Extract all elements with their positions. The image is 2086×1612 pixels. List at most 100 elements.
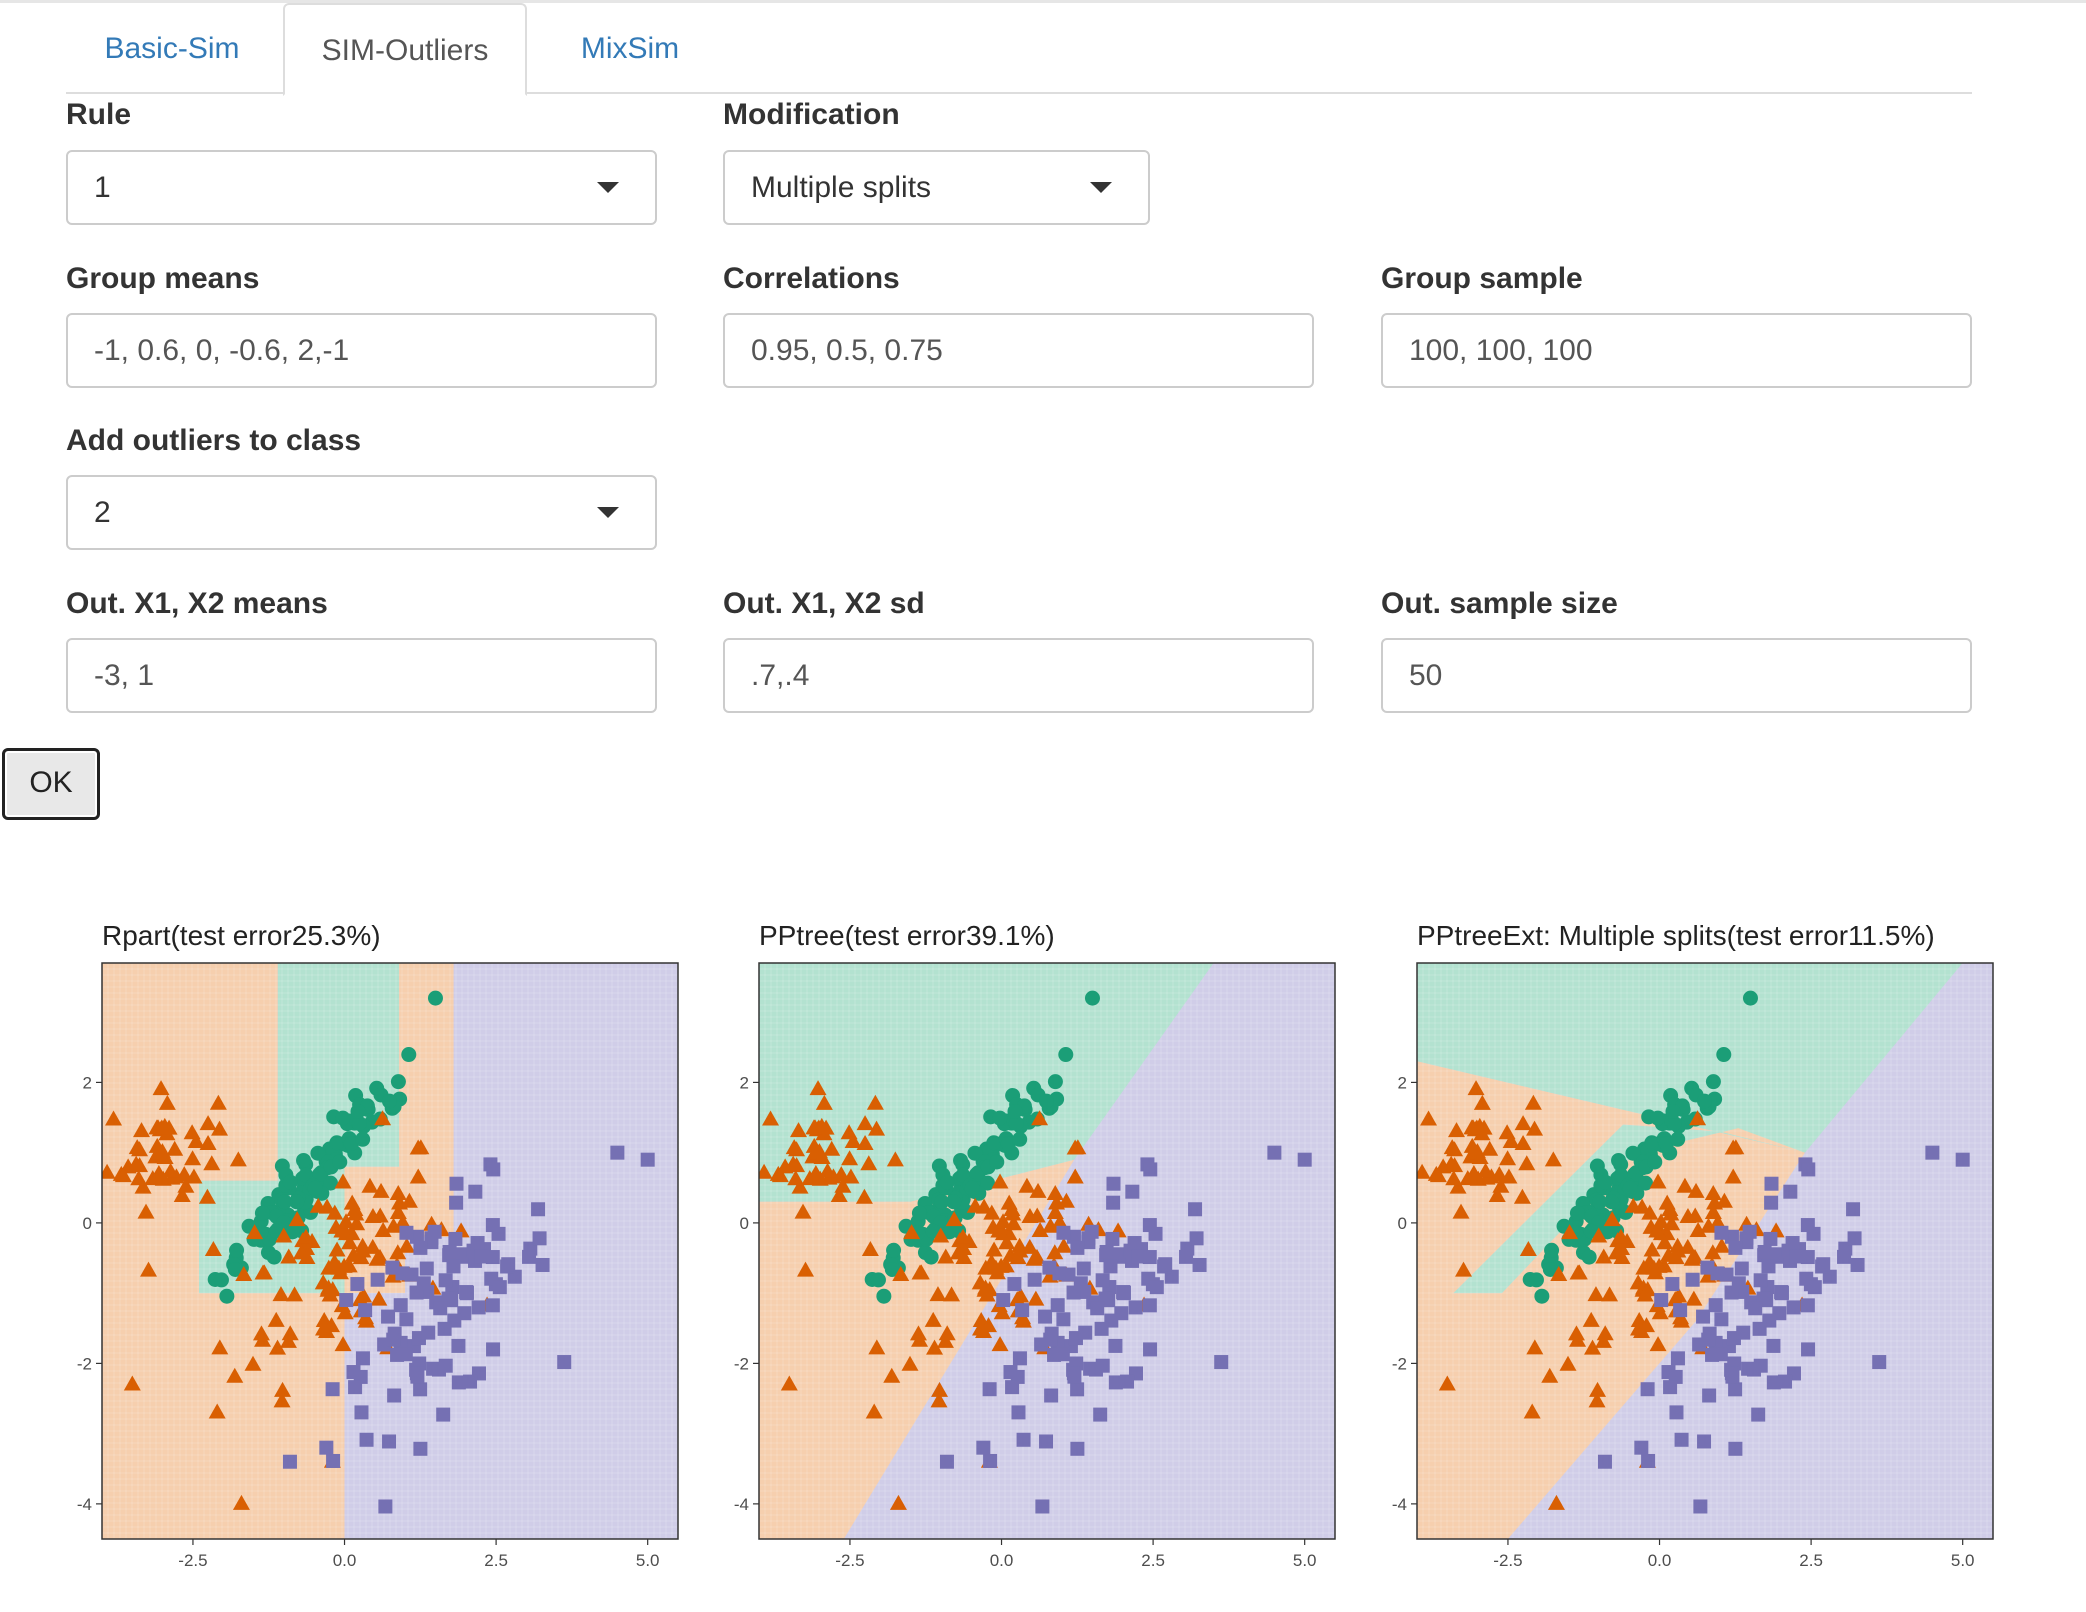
data-point-class-2 (355, 1287, 373, 1303)
data-point-class-3 (449, 1195, 464, 1210)
data-point-class-3 (413, 1382, 428, 1397)
rule-select[interactable]: 1 (66, 150, 657, 225)
data-point-class-3 (355, 1351, 370, 1366)
data-point-class-3 (409, 1229, 424, 1244)
data-point-class-3 (532, 1231, 547, 1246)
data-point-class-3 (1110, 1247, 1125, 1262)
data-point-class-2 (272, 1286, 290, 1302)
data-point-class-2 (1648, 1222, 1666, 1238)
out-sd-input[interactable]: .7,.4 (723, 638, 1314, 713)
data-point-class-3 (398, 1347, 413, 1362)
chevron-down-icon (597, 182, 619, 193)
data-point-class-3 (1188, 1202, 1203, 1217)
data-point-class-2 (1442, 1155, 1460, 1171)
data-point-class-2 (1012, 1287, 1030, 1303)
tab-sim-outliers[interactable]: SIM-Outliers (283, 3, 527, 96)
decision-region-class-3 (843, 963, 1335, 1539)
data-point-class-3 (1801, 1162, 1816, 1177)
data-point-class-2 (232, 1494, 250, 1510)
data-point-class-2 (1526, 1120, 1544, 1136)
data-point-class-1 (1742, 990, 1758, 1006)
modification-select[interactable]: Multiple splits (723, 150, 1150, 225)
data-point-class-2 (1025, 1250, 1043, 1266)
ok-button[interactable]: OK (2, 748, 100, 820)
data-point-class-1 (1542, 1261, 1558, 1277)
data-point-class-1 (992, 1110, 1008, 1126)
add-outliers-select[interactable]: 2 (66, 475, 657, 550)
data-point-class-3 (399, 1312, 414, 1327)
data-point-class-3 (1700, 1260, 1715, 1275)
out-size-input[interactable]: 50 (1381, 638, 1972, 713)
data-point-class-3 (1103, 1259, 1118, 1274)
data-point-class-3 (1714, 1312, 1729, 1327)
data-point-class-1 (986, 1135, 1002, 1151)
data-point-class-3 (346, 1365, 361, 1380)
data-point-class-2 (1649, 1173, 1667, 1189)
data-point-class-1 (310, 1145, 326, 1161)
data-point-class-2 (173, 1186, 191, 1202)
data-point-class-1 (1038, 1093, 1054, 1109)
data-point-class-3 (1640, 1382, 1655, 1397)
data-point-class-2 (771, 1167, 789, 1183)
data-point-class-2 (1046, 1185, 1064, 1201)
data-point-class-2 (1689, 1222, 1707, 1238)
data-point-class-3 (339, 1293, 354, 1308)
data-point-class-1 (390, 1074, 406, 1090)
data-point-class-3 (1766, 1338, 1781, 1353)
data-point-class-2 (901, 1355, 919, 1371)
data-point-class-1 (934, 1194, 950, 1210)
data-point-class-1 (911, 1205, 927, 1221)
data-point-class-2 (981, 1281, 999, 1297)
data-point-class-2 (937, 1248, 955, 1264)
data-point-class-3 (370, 1272, 385, 1287)
data-point-class-2 (1051, 1214, 1069, 1230)
data-point-class-2 (1594, 1332, 1612, 1348)
data-point-class-2 (813, 1117, 831, 1133)
correlations-input[interactable]: 0.95, 0.5, 0.75 (723, 313, 1314, 388)
data-point-class-3 (1148, 1226, 1163, 1241)
data-point-class-3 (1011, 1405, 1026, 1420)
data-point-class-3 (1751, 1407, 1766, 1422)
data-point-class-2 (794, 1203, 812, 1219)
data-point-class-2 (911, 1331, 929, 1347)
data-point-class-3 (453, 1247, 468, 1262)
data-point-class-3 (427, 1224, 442, 1239)
data-point-class-2 (1685, 1290, 1703, 1306)
data-point-class-2 (208, 1403, 226, 1419)
data-point-class-2 (389, 1244, 407, 1260)
data-point-class-3 (359, 1432, 374, 1447)
data-point-class-3 (1725, 1369, 1740, 1384)
tab-basic-sim[interactable]: Basic-Sim (104, 32, 240, 65)
data-point-class-3 (1142, 1298, 1157, 1313)
data-point-class-2 (409, 1139, 427, 1155)
data-point-class-1 (219, 1288, 235, 1304)
data-point-class-3 (1847, 1231, 1862, 1246)
group-means-input[interactable]: -1, 0.6, 0, -0.6, 2,-1 (66, 313, 657, 388)
tab-mixsim[interactable]: MixSim (580, 32, 680, 65)
data-point-class-2 (229, 1151, 247, 1167)
data-point-class-2 (244, 1355, 262, 1371)
data-point-class-3 (1872, 1355, 1887, 1370)
data-point-class-2 (1066, 1139, 1084, 1155)
data-point-class-3 (350, 1277, 365, 1292)
data-point-class-2 (1547, 1494, 1565, 1510)
data-point-class-2 (1715, 1192, 1733, 1208)
data-point-class-1 (296, 1152, 312, 1168)
data-point-class-3 (1042, 1260, 1057, 1275)
out-means-input[interactable]: -3, 1 (66, 638, 657, 713)
data-point-class-1 (1000, 1136, 1016, 1152)
data-point-class-3 (1128, 1300, 1143, 1315)
data-point-class-2 (324, 1281, 342, 1297)
data-point-class-3 (983, 1453, 998, 1468)
data-point-class-3 (1757, 1244, 1772, 1259)
data-point-class-3 (1696, 1309, 1711, 1324)
data-point-class-2 (860, 1155, 878, 1171)
data-point-class-2 (819, 1162, 837, 1178)
decision-region-class-1 (199, 963, 400, 1294)
data-point-class-2 (1607, 1244, 1625, 1260)
data-point-class-3 (1702, 1388, 1717, 1403)
data-point-class-2 (883, 1367, 901, 1383)
group-sample-input[interactable]: 100, 100, 100 (1381, 313, 1972, 388)
data-point-class-2 (252, 1325, 270, 1341)
